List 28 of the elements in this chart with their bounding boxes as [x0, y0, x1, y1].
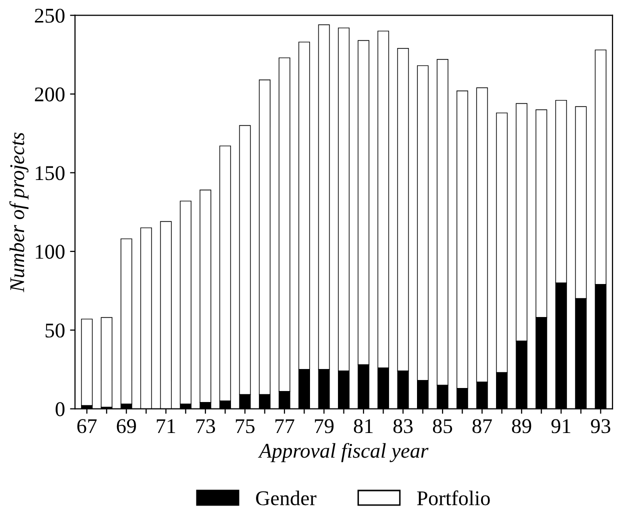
bar [120, 238, 132, 404]
y-axis-title: Number of projects [9, 132, 28, 292]
x-tick-label: 83 [393, 419, 413, 434]
y-tick-label: 0 [56, 402, 64, 416]
legend-label: Portfolio [417, 490, 490, 506]
bar [81, 318, 93, 406]
x-tick-label: 89 [512, 419, 532, 434]
y-tick-label: 50 [46, 323, 64, 338]
y-tick-label: 200 [34, 87, 64, 102]
x-tick-label: 77 [275, 419, 294, 433]
x-axis-title: Approval fiscal year [258, 442, 428, 462]
x-tick-label: 81 [354, 419, 373, 434]
x-tick-label: 71 [156, 419, 176, 433]
bar [180, 200, 192, 404]
x-tick-label: 75 [236, 419, 255, 434]
x-tick-label: 69 [116, 419, 136, 434]
y-tick-label: 150 [36, 166, 64, 180]
x-tick-label: 91 [551, 419, 570, 434]
x-tick-label: 67 [77, 419, 97, 434]
x-tick-label: 85 [432, 419, 452, 434]
y-tick-label: 100 [36, 244, 64, 259]
y-tick-label: 250 [34, 8, 64, 23]
legend-label: Gender [256, 490, 316, 506]
x-tick-label: 79 [314, 419, 334, 434]
x-tick-label: 73 [196, 419, 216, 434]
x-tick-label: 93 [590, 419, 610, 434]
bar [100, 317, 112, 408]
x-tick-label: 87 [472, 419, 492, 434]
